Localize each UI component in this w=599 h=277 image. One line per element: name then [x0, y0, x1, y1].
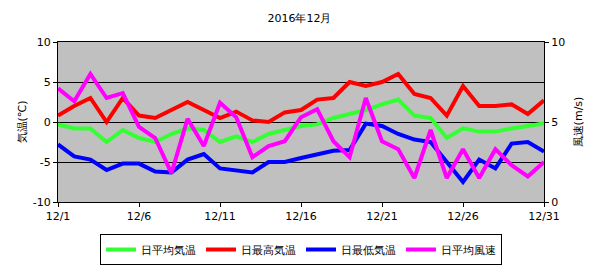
svg-text:風速(m/s): 風速(m/s) [572, 97, 585, 148]
svg-text:12/26: 12/26 [447, 210, 479, 223]
svg-text:0: 0 [44, 116, 51, 129]
svg-text:-10: -10 [33, 196, 51, 209]
svg-text:10: 10 [37, 36, 51, 49]
svg-text:10: 10 [551, 36, 565, 49]
svg-text:12/6: 12/6 [127, 210, 152, 223]
svg-text:日平均風速: 日平均風速 [441, 244, 496, 257]
svg-text:12/16: 12/16 [285, 210, 317, 223]
svg-text:日最低気温: 日最低気温 [341, 244, 396, 257]
svg-text:12/31: 12/31 [528, 210, 560, 223]
svg-text:12/21: 12/21 [366, 210, 398, 223]
svg-text:-5: -5 [40, 156, 51, 169]
svg-text:2016年12月: 2016年12月 [268, 12, 332, 25]
svg-text:5: 5 [44, 76, 51, 89]
svg-text:12/11: 12/11 [204, 210, 236, 223]
svg-text:5: 5 [551, 116, 558, 129]
svg-text:気温(℃): 気温(℃) [16, 101, 29, 144]
svg-text:日最高気温: 日最高気温 [241, 244, 296, 257]
svg-text:0: 0 [551, 196, 558, 209]
svg-text:12/1: 12/1 [46, 210, 71, 223]
svg-text:日平均気温: 日平均気温 [141, 244, 196, 257]
